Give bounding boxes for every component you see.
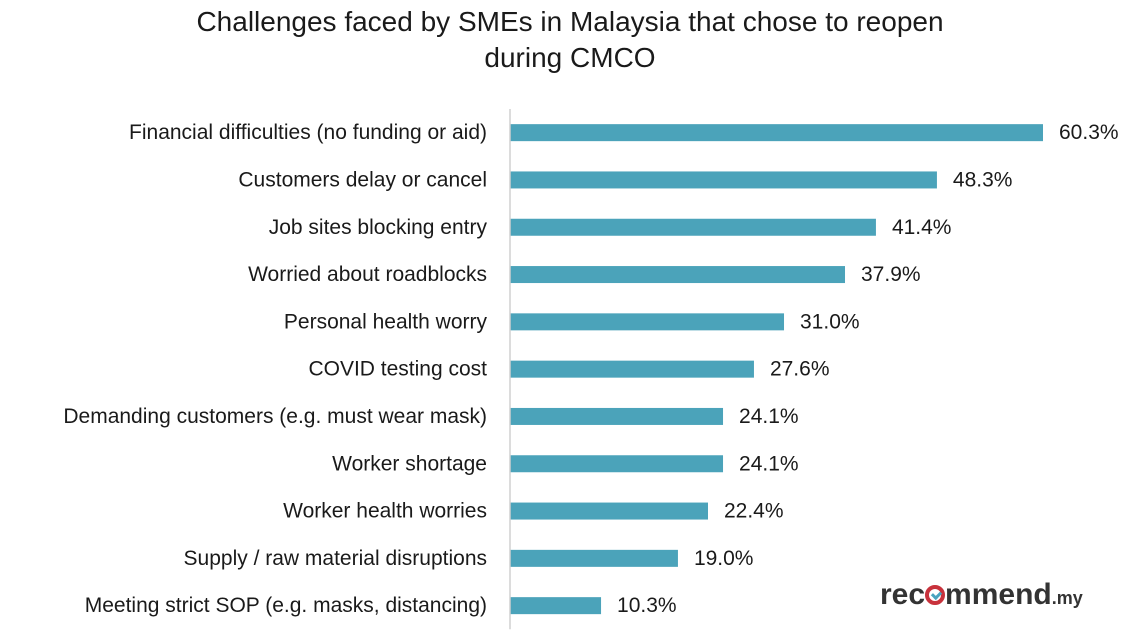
bar-9 [510, 502, 708, 520]
category-label-2: Customers delay or cancel [238, 168, 487, 191]
value-label-9: 22.4% [724, 500, 784, 523]
logo-text-prefix: rec [880, 578, 926, 611]
bar-3 [510, 218, 876, 236]
logo-check-icon [925, 585, 946, 605]
chart-title-line-1: Challenges faced by SMEs in Malaysia tha… [196, 6, 944, 37]
bars-group: Financial difficulties (no funding or ai… [63, 121, 1118, 617]
category-label-5: Personal health worry [284, 310, 488, 333]
bar-8 [510, 455, 724, 473]
bar-4 [510, 266, 846, 284]
value-label-4: 37.9% [861, 263, 921, 286]
bar-2 [510, 171, 937, 189]
value-label-7: 24.1% [739, 405, 799, 428]
chart-title: Challenges faced by SMEs in Malaysia tha… [0, 4, 1140, 76]
category-label-11: Meeting strict SOP (e.g. masks, distanci… [85, 594, 487, 617]
value-label-3: 41.4% [892, 216, 952, 239]
chart-title-line-2: during CMCO [484, 42, 656, 73]
category-label-6: COVID testing cost [308, 358, 487, 381]
value-label-1: 60.3% [1059, 121, 1119, 144]
category-label-1: Financial difficulties (no funding or ai… [129, 121, 487, 144]
category-label-10: Supply / raw material disruptions [184, 547, 487, 570]
category-label-8: Worker shortage [332, 452, 487, 475]
value-label-11: 10.3% [617, 594, 677, 617]
bar-1 [510, 124, 1043, 142]
brand-logo: rec mmend.my [880, 578, 1083, 612]
value-label-2: 48.3% [953, 168, 1013, 191]
value-label-5: 31.0% [800, 310, 860, 333]
logo-text-middle: mmend [945, 578, 1052, 611]
category-label-9: Worker health worries [283, 500, 487, 523]
category-label-7: Demanding customers (e.g. must wear mask… [63, 405, 487, 428]
value-label-6: 27.6% [770, 358, 830, 381]
value-label-8: 24.1% [739, 452, 799, 475]
bar-7 [510, 407, 724, 425]
value-label-10: 19.0% [694, 547, 754, 570]
bar-11 [510, 597, 602, 615]
category-label-4: Worried about roadblocks [248, 263, 487, 286]
logo-text-suffix: .my [1051, 588, 1083, 608]
bar-10 [510, 549, 678, 567]
bar-6 [510, 360, 754, 378]
category-label-3: Job sites blocking entry [269, 216, 488, 239]
bar-5 [510, 313, 785, 331]
